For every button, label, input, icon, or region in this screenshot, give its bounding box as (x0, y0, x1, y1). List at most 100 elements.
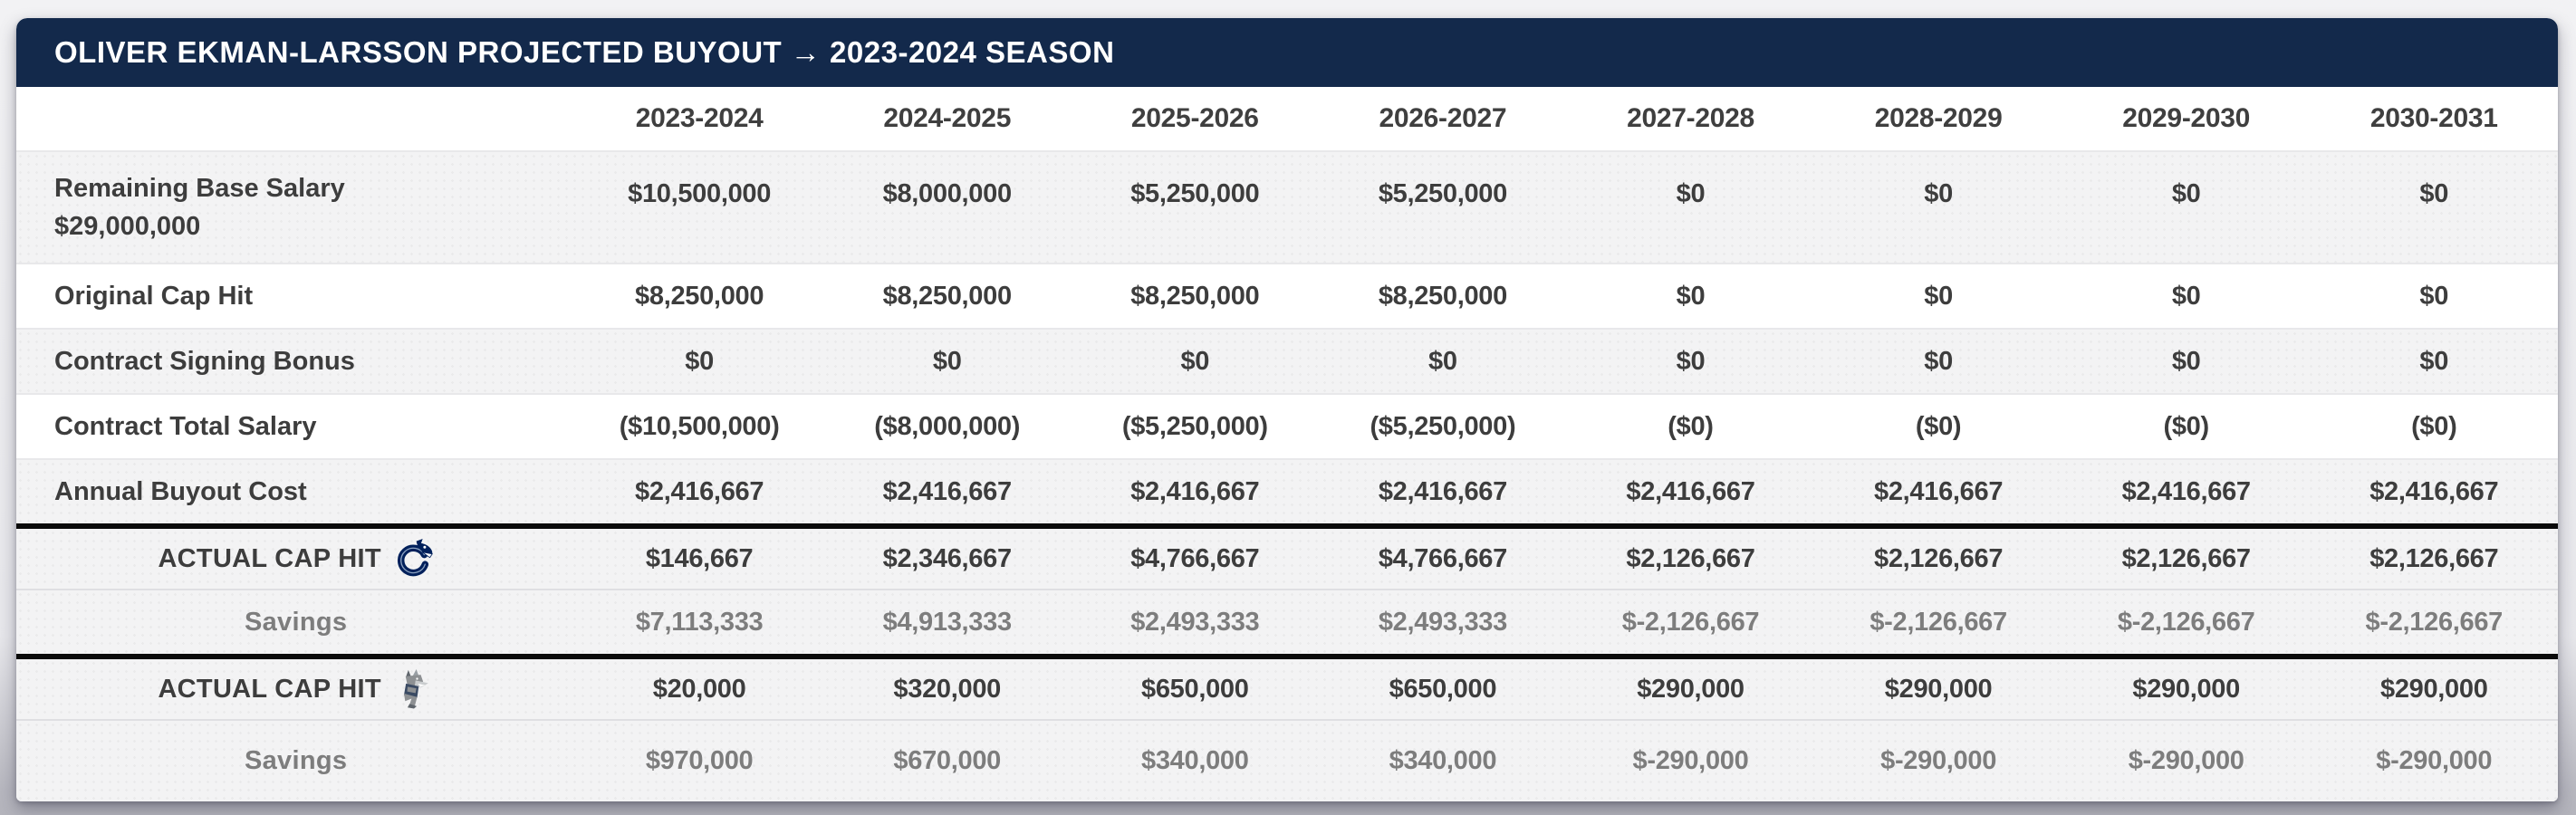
row-label-cell: Contract Signing Bonus (16, 330, 575, 393)
savings-value: $-2,126,667 (2365, 607, 2504, 637)
savings-value: $-290,000 (2128, 746, 2244, 775)
cell-value: $0 (2171, 346, 2201, 376)
row-sublabel: $29,000,000 (54, 212, 201, 241)
table-row: Original Cap Hit $8,250,000 $8,250,000 $8,2… (16, 263, 2558, 328)
cell-value: $2,416,667 (2121, 476, 2251, 506)
cell-value: $2,416,667 (1130, 476, 1260, 506)
row-label-cell: Annual Buyout Cost (16, 460, 575, 523)
cell-value: ($0) (1668, 411, 1714, 441)
season-header: 2030-2031 (2369, 103, 2498, 133)
seasons-header-row: 2023-2024 2024-2025 2025-2026 2026-2027 2027… (16, 87, 2558, 150)
cap-hit-value: $290,000 (2379, 674, 2488, 704)
buyout-table-card: OLIVER EKMAN-LARSSON PROJECTED BUYOUT → … (16, 18, 2558, 801)
savings-value: $970,000 (645, 746, 754, 775)
cap-hit-value: $650,000 (1141, 674, 1249, 704)
cap-hit-value: $20,000 (652, 674, 746, 704)
savings-label: Savings (244, 746, 348, 776)
savings-label-cell: Savings (16, 721, 575, 801)
savings-value: $4,913,333 (882, 607, 1012, 637)
cell-value: $10,500,000 (628, 179, 772, 208)
cap-hit-label: ACTUAL CAP HIT (158, 674, 381, 704)
cap-hit-value: $290,000 (2132, 674, 2240, 704)
coyotes-logo (403, 669, 428, 709)
cell-value: $0 (2171, 179, 2201, 208)
cap-hit-value: $4,766,667 (1378, 543, 1507, 573)
actual-cap-hit-row: ACTUAL CAP HIT $20,000 $320,000 $650,000 $6… (16, 654, 2558, 719)
cap-hit-value: $2,126,667 (2369, 543, 2499, 573)
cap-hit-value: $146,667 (645, 543, 754, 573)
table-row: Contract Total Salary ($10,500,000) ($8,00… (16, 393, 2558, 458)
season-header: 2029-2030 (2122, 103, 2251, 133)
cell-value: $0 (685, 346, 714, 376)
savings-value: $-290,000 (2376, 746, 2493, 775)
cell-value: ($5,250,000) (1370, 411, 1516, 441)
savings-value: $-2,126,667 (2117, 607, 2255, 637)
cell-value: ($5,250,000) (1121, 411, 1268, 441)
savings-value: $2,493,333 (1130, 607, 1260, 637)
cap-hit-value: $320,000 (893, 674, 1001, 704)
row-label: Contract Total Salary (54, 411, 317, 441)
row-label-cell: Remaining Base Salary $29,000,000 (16, 152, 575, 263)
savings-value: $-290,000 (1880, 746, 1997, 775)
savings-value: $-2,126,667 (1870, 607, 2007, 637)
cell-value: $0 (1924, 281, 1953, 311)
cell-value: $0 (2419, 281, 2449, 311)
row-label: Annual Buyout Cost (54, 476, 307, 506)
cell-value: $0 (1676, 346, 1706, 376)
cell-value: $0 (1676, 179, 1706, 208)
cell-value: $0 (1428, 346, 1457, 376)
cell-value: $5,250,000 (1130, 179, 1260, 208)
cell-value: $2,416,667 (2369, 476, 2499, 506)
cell-value: $0 (2419, 346, 2449, 376)
cell-value: $2,416,667 (635, 476, 764, 506)
cell-value: $5,250,000 (1378, 179, 1507, 208)
table-row: Contract Signing Bonus $0 $0 $0 $0 $0 $0 $0 $0 (16, 328, 2558, 393)
cell-value: ($0) (2163, 411, 2209, 441)
canucks-logo (397, 539, 433, 577)
cell-value: $0 (932, 346, 962, 376)
cap-hit-value: $290,000 (1637, 674, 1745, 704)
savings-value: $7,113,333 (635, 607, 764, 637)
actual-cap-hit-row: ACTUAL CAP HIT $146,667 $2,346,667 $4,766,… (16, 523, 2558, 589)
table-title-bar: OLIVER EKMAN-LARSSON PROJECTED BUYOUT → … (16, 18, 2558, 87)
row-label: Remaining Base Salary (54, 173, 345, 203)
season-header: 2024-2025 (883, 103, 1012, 133)
row-label-cell: Contract Total Salary (16, 395, 575, 458)
cell-value: $2,416,667 (1626, 476, 1755, 506)
cap-hit-value: $2,126,667 (1874, 543, 2004, 573)
savings-label: Savings (244, 607, 348, 637)
savings-value: $340,000 (1389, 746, 1497, 775)
season-header: 2026-2027 (1379, 103, 1507, 133)
cell-value: $0 (1924, 179, 1953, 208)
cap-hit-value: $4,766,667 (1130, 543, 1260, 573)
cell-value: $2,416,667 (1378, 476, 1507, 506)
table-row: Annual Buyout Cost $2,416,667 $2,416,667 $2… (16, 458, 2558, 523)
cell-value: ($0) (1915, 411, 1962, 441)
cap-hit-value: $2,126,667 (2121, 543, 2251, 573)
buyout-table: 2023-2024 2024-2025 2025-2026 2026-2027 2027… (16, 87, 2558, 801)
cap-hit-value: $650,000 (1389, 674, 1497, 704)
cell-value: $8,250,000 (635, 281, 764, 311)
seasons-header-spacer (16, 87, 575, 150)
cell-value: $0 (1924, 346, 1953, 376)
savings-value: $2,493,333 (1378, 607, 1507, 637)
savings-row: Savings $7,113,333 $4,913,333 $2,493,333 $2,… (16, 589, 2558, 654)
cell-value: $8,250,000 (1130, 281, 1260, 311)
row-label-cell: Original Cap Hit (16, 264, 575, 328)
savings-value: $340,000 (1141, 746, 1249, 775)
season-header: 2023-2024 (635, 103, 764, 133)
row-label: Original Cap Hit (54, 281, 254, 311)
cell-value: $2,416,667 (1874, 476, 2004, 506)
cell-value: $0 (1180, 346, 1210, 376)
cap-hit-value: $2,126,667 (1626, 543, 1755, 573)
cell-value: $0 (2171, 281, 2201, 311)
savings-row: Savings $970,000 $670,000 $340,000 $340,000 $… (16, 719, 2558, 801)
savings-value: $-2,126,667 (1621, 607, 1760, 637)
savings-value: $670,000 (893, 746, 1001, 775)
cell-value: $8,250,000 (882, 281, 1012, 311)
cap-hit-label-cell: ACTUAL CAP HIT (16, 529, 575, 589)
cap-hit-value: $290,000 (1884, 674, 1993, 704)
season-header: 2027-2028 (1627, 103, 1754, 133)
cap-hit-label-cell: ACTUAL CAP HIT (16, 659, 575, 719)
cell-value: $0 (1676, 281, 1706, 311)
